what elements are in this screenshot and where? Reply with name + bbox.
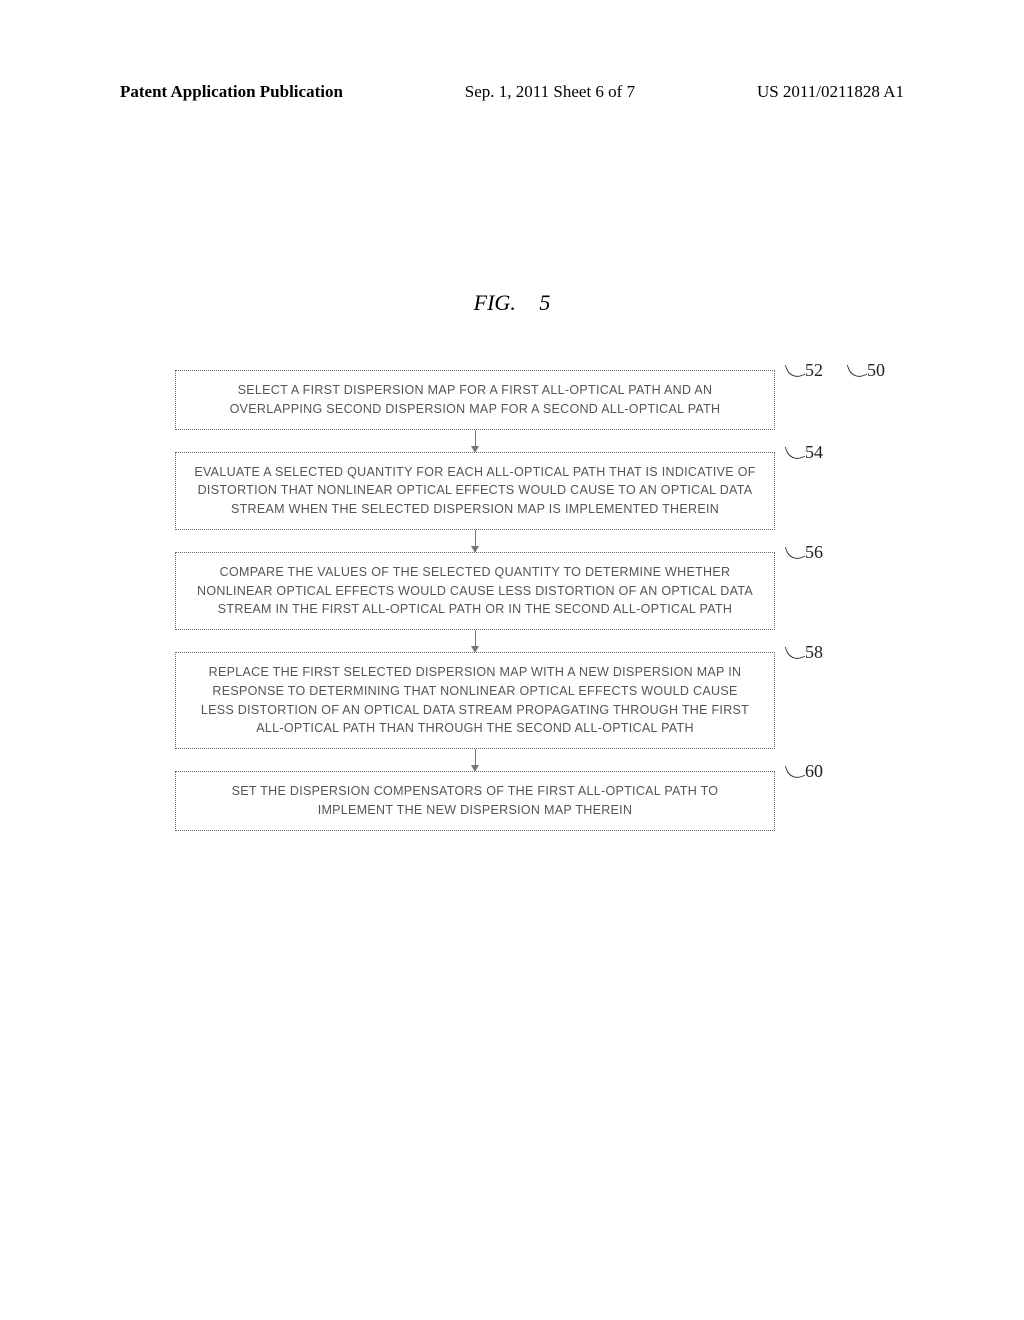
reference-hook-icon (785, 761, 806, 782)
reference-hook-icon (785, 360, 806, 381)
flow-step: REPLACE THE FIRST SELECTED DISPERSION MA… (175, 652, 775, 749)
figure-title-number: 5 (539, 290, 550, 315)
flow-box-text: REPLACE THE FIRST SELECTED DISPERSION MA… (201, 665, 749, 735)
reference-hook-icon (785, 642, 806, 663)
arrow-down-icon (475, 430, 476, 452)
reference-hook-icon (785, 541, 806, 562)
header-center: Sep. 1, 2011 Sheet 6 of 7 (465, 82, 635, 102)
reference-label: 60 (805, 761, 823, 782)
flowchart: SELECT A FIRST DISPERSION MAP FOR A FIRS… (175, 370, 775, 831)
flow-step: COMPARE THE VALUES OF THE SELECTED QUANT… (175, 552, 775, 630)
arrow-down-icon (475, 630, 476, 652)
flow-step: EVALUATE A SELECTED QUANTITY FOR EACH AL… (175, 452, 775, 530)
reference-label: 58 (805, 642, 823, 663)
flow-box-text: SET THE DISPERSION COMPENSATORS OF THE F… (232, 784, 719, 817)
flow-step: SET THE DISPERSION COMPENSATORS OF THE F… (175, 771, 775, 831)
reference-label: 54 (805, 442, 823, 463)
flow-box-text: SELECT A FIRST DISPERSION MAP FOR A FIRS… (230, 383, 721, 416)
flow-box: EVALUATE A SELECTED QUANTITY FOR EACH AL… (175, 452, 775, 530)
figure-title-prefix: FIG. (474, 290, 516, 315)
flow-box: SELECT A FIRST DISPERSION MAP FOR A FIRS… (175, 370, 775, 430)
arrow-down-icon (475, 530, 476, 552)
flow-step: SELECT A FIRST DISPERSION MAP FOR A FIRS… (175, 370, 775, 430)
flow-box: SET THE DISPERSION COMPENSATORS OF THE F… (175, 771, 775, 831)
figure-title: FIG. 5 (0, 290, 1024, 316)
flow-box-text: EVALUATE A SELECTED QUANTITY FOR EACH AL… (194, 465, 755, 517)
flow-box: COMPARE THE VALUES OF THE SELECTED QUANT… (175, 552, 775, 630)
arrow-down-icon (475, 749, 476, 771)
flow-box: REPLACE THE FIRST SELECTED DISPERSION MA… (175, 652, 775, 749)
flow-box-text: COMPARE THE VALUES OF THE SELECTED QUANT… (197, 565, 753, 617)
reference-hook-icon (785, 441, 806, 462)
header-left: Patent Application Publication (120, 82, 343, 102)
header-right: US 2011/0211828 A1 (757, 82, 904, 102)
reference-label-overall: 50 (867, 360, 885, 381)
reference-label: 52 (805, 360, 823, 381)
reference-hook-icon (847, 360, 868, 381)
reference-label: 56 (805, 542, 823, 563)
page-header: Patent Application Publication Sep. 1, 2… (120, 82, 904, 102)
